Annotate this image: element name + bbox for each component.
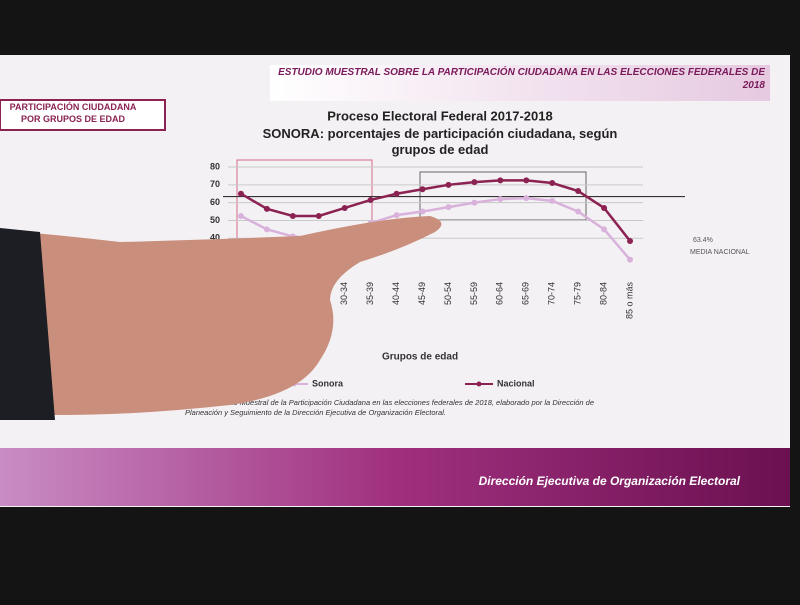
x-tick-label: 45-49: [417, 282, 427, 305]
y-tick-label: 40: [210, 233, 220, 243]
section-title: PARTICIPACIÓN CIUDADANA POR GRUPOS DE ED…: [9, 102, 137, 124]
point: [549, 180, 556, 187]
section-fo: PARTICIPACIÓN CIUDADANA POR GRUPOS DE ED…: [9, 102, 137, 124]
x-axis-label: Grupos de edad: [382, 352, 458, 363]
legend-label: Nacional: [497, 378, 535, 388]
point: [549, 197, 556, 204]
plot: 40 50 60 70 80 63.4% MEDIA NACIONAL 30-34 35-39 4…: [210, 161, 750, 388]
point: [445, 204, 452, 211]
section-box: [0, 99, 166, 131]
point: [575, 208, 582, 215]
x-tick-label: 35-39: [365, 282, 375, 305]
point: [315, 213, 322, 219]
source-fo: Fuente: Estudio Muestral de la Participa…: [185, 398, 595, 417]
banner-bg: [270, 65, 770, 101]
point: [523, 177, 530, 184]
point: [289, 213, 296, 219]
y-tick-label: 70: [210, 179, 220, 189]
footer-text: Dirección Ejecutiva de Organización Elec…: [479, 474, 741, 488]
x-tick-label: 70-74: [547, 282, 557, 305]
point: [471, 179, 478, 186]
x-tick-label: 40-44: [391, 282, 401, 305]
point: [367, 196, 374, 203]
sleeve: [0, 228, 55, 420]
point: [523, 195, 530, 202]
legend-label: Sonora: [312, 378, 344, 388]
chart-subtitle: SONORA: porcentajes de participación ciu…: [262, 126, 618, 157]
point: [393, 190, 400, 197]
hand: [0, 216, 442, 415]
subtitle-fo: SONORA: porcentajes de participación ciu…: [262, 126, 618, 157]
x-tick-label: 80-84: [598, 282, 608, 305]
point: [341, 204, 348, 211]
point: [471, 199, 478, 206]
point: [237, 213, 244, 219]
banner-fo: ESTUDIO MUESTRAL SOBRE LA PARTICIPACIÓN …: [278, 67, 765, 91]
banner: ESTUDIO MUESTRAL SOBRE LA PARTICIPACIÓN …: [278, 67, 765, 91]
point: [627, 237, 634, 244]
reference-text: MEDIA NACIONAL: [690, 249, 750, 256]
reference-label: 63.4%: [693, 237, 713, 244]
point: [575, 188, 582, 195]
point: [497, 177, 504, 184]
x-tick-label: 50-54: [443, 282, 453, 305]
x-tick-label: 75-79: [573, 282, 583, 305]
point: [445, 181, 452, 188]
point: [237, 190, 244, 197]
y-tick-label: 50: [210, 215, 220, 225]
point: [419, 186, 426, 193]
point: [627, 256, 634, 263]
x-tick-label: 65-69: [521, 282, 531, 305]
point: [497, 196, 504, 203]
y-tick-label: 60: [210, 197, 220, 207]
x-tick-label: 30-34: [339, 282, 349, 305]
point: [393, 212, 400, 219]
x-tick-label: 55-59: [469, 282, 479, 305]
footer-bar: [0, 448, 790, 506]
series-line: [240, 179, 632, 242]
point: [419, 208, 426, 215]
chart-title: Proceso Electoral Federal 2017-2018: [327, 108, 552, 123]
source: Fuente: Estudio Muestral de la Participa…: [185, 398, 595, 417]
x-tick-label: 85 o más: [624, 282, 634, 320]
x-tick-label: 60-64: [495, 282, 505, 305]
point: [601, 226, 608, 233]
legend-marker: [476, 381, 482, 387]
point: [601, 204, 608, 211]
point: [263, 226, 270, 233]
reference-text-fo: MEDIA NACIONAL: [690, 249, 750, 256]
point: [263, 205, 270, 212]
y-tick-label: 80: [210, 161, 220, 171]
